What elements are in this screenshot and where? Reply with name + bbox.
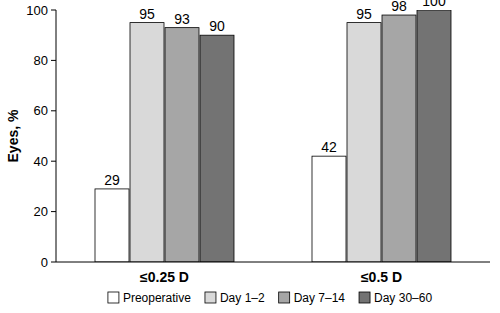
bar [95, 189, 129, 262]
bar [312, 156, 346, 262]
y-tick [51, 262, 56, 263]
legend-label: Day 1–2 [220, 291, 265, 305]
y-axis [56, 10, 57, 262]
data-label: 93 [174, 11, 190, 27]
bar [347, 23, 381, 262]
legend-swatch [279, 292, 290, 303]
legend-swatch [359, 292, 370, 303]
data-label: 95 [139, 6, 155, 22]
data-label: 29 [104, 172, 120, 188]
bar [165, 28, 199, 262]
x-tick-label: ≤0.5 D [361, 269, 402, 285]
y-tick-label: 0 [41, 255, 48, 270]
bar [130, 23, 164, 262]
y-tick [51, 60, 56, 61]
y-tick-label: 80 [34, 53, 48, 68]
bar [200, 35, 234, 262]
y-axis-label: Eyes, % [5, 109, 21, 162]
y-tick-label: 100 [26, 3, 48, 18]
legend-label: Day 7–14 [294, 291, 346, 305]
bar [382, 15, 416, 262]
y-tick-label: 40 [34, 154, 48, 169]
data-label: 98 [391, 0, 407, 14]
legend-item: Day 1–2 [205, 291, 265, 305]
legend-item: Preoperative [108, 291, 191, 305]
y-tick-label: 60 [34, 103, 48, 118]
legend-item: Day 7–14 [279, 291, 346, 305]
y-tick [51, 211, 56, 212]
legend-item: Day 30–60 [359, 291, 432, 305]
y-tick [51, 110, 56, 111]
chart-container: 0 20 40 60 80 100 Eyes, % ≤0.25 D ≤0.5 D 29 95 93 90… [0, 0, 500, 313]
y-tick [51, 10, 56, 11]
data-label: 90 [209, 18, 225, 34]
y-tick-label: 20 [34, 204, 48, 219]
data-label: 100 [422, 0, 446, 9]
bar [417, 10, 451, 262]
legend-label: Preoperative [123, 291, 191, 305]
legend-label: Day 30–60 [374, 291, 432, 305]
legend-swatch [205, 292, 216, 303]
legend: Preoperative Day 1–2 Day 7–14 Day 30–60 [108, 291, 432, 305]
x-tick-label: ≤0.25 D [140, 269, 189, 285]
y-tick [51, 161, 56, 162]
x-axis [56, 262, 490, 263]
legend-swatch [108, 292, 119, 303]
data-label: 42 [321, 139, 337, 155]
chart-svg: 0 20 40 60 80 100 Eyes, % ≤0.25 D ≤0.5 D 29 95 93 90… [0, 0, 500, 313]
bars [95, 10, 451, 262]
data-label: 95 [356, 6, 372, 22]
